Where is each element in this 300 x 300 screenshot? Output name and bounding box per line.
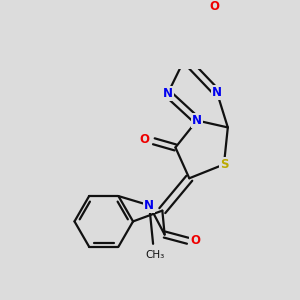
Text: O: O [190, 234, 200, 247]
Text: N: N [212, 86, 222, 99]
Text: CH₃: CH₃ [145, 250, 164, 260]
Text: O: O [209, 0, 219, 13]
Text: S: S [220, 158, 228, 171]
Text: N: N [163, 87, 173, 100]
Text: N: N [144, 199, 154, 212]
Text: O: O [140, 133, 150, 146]
Text: N: N [192, 114, 202, 127]
